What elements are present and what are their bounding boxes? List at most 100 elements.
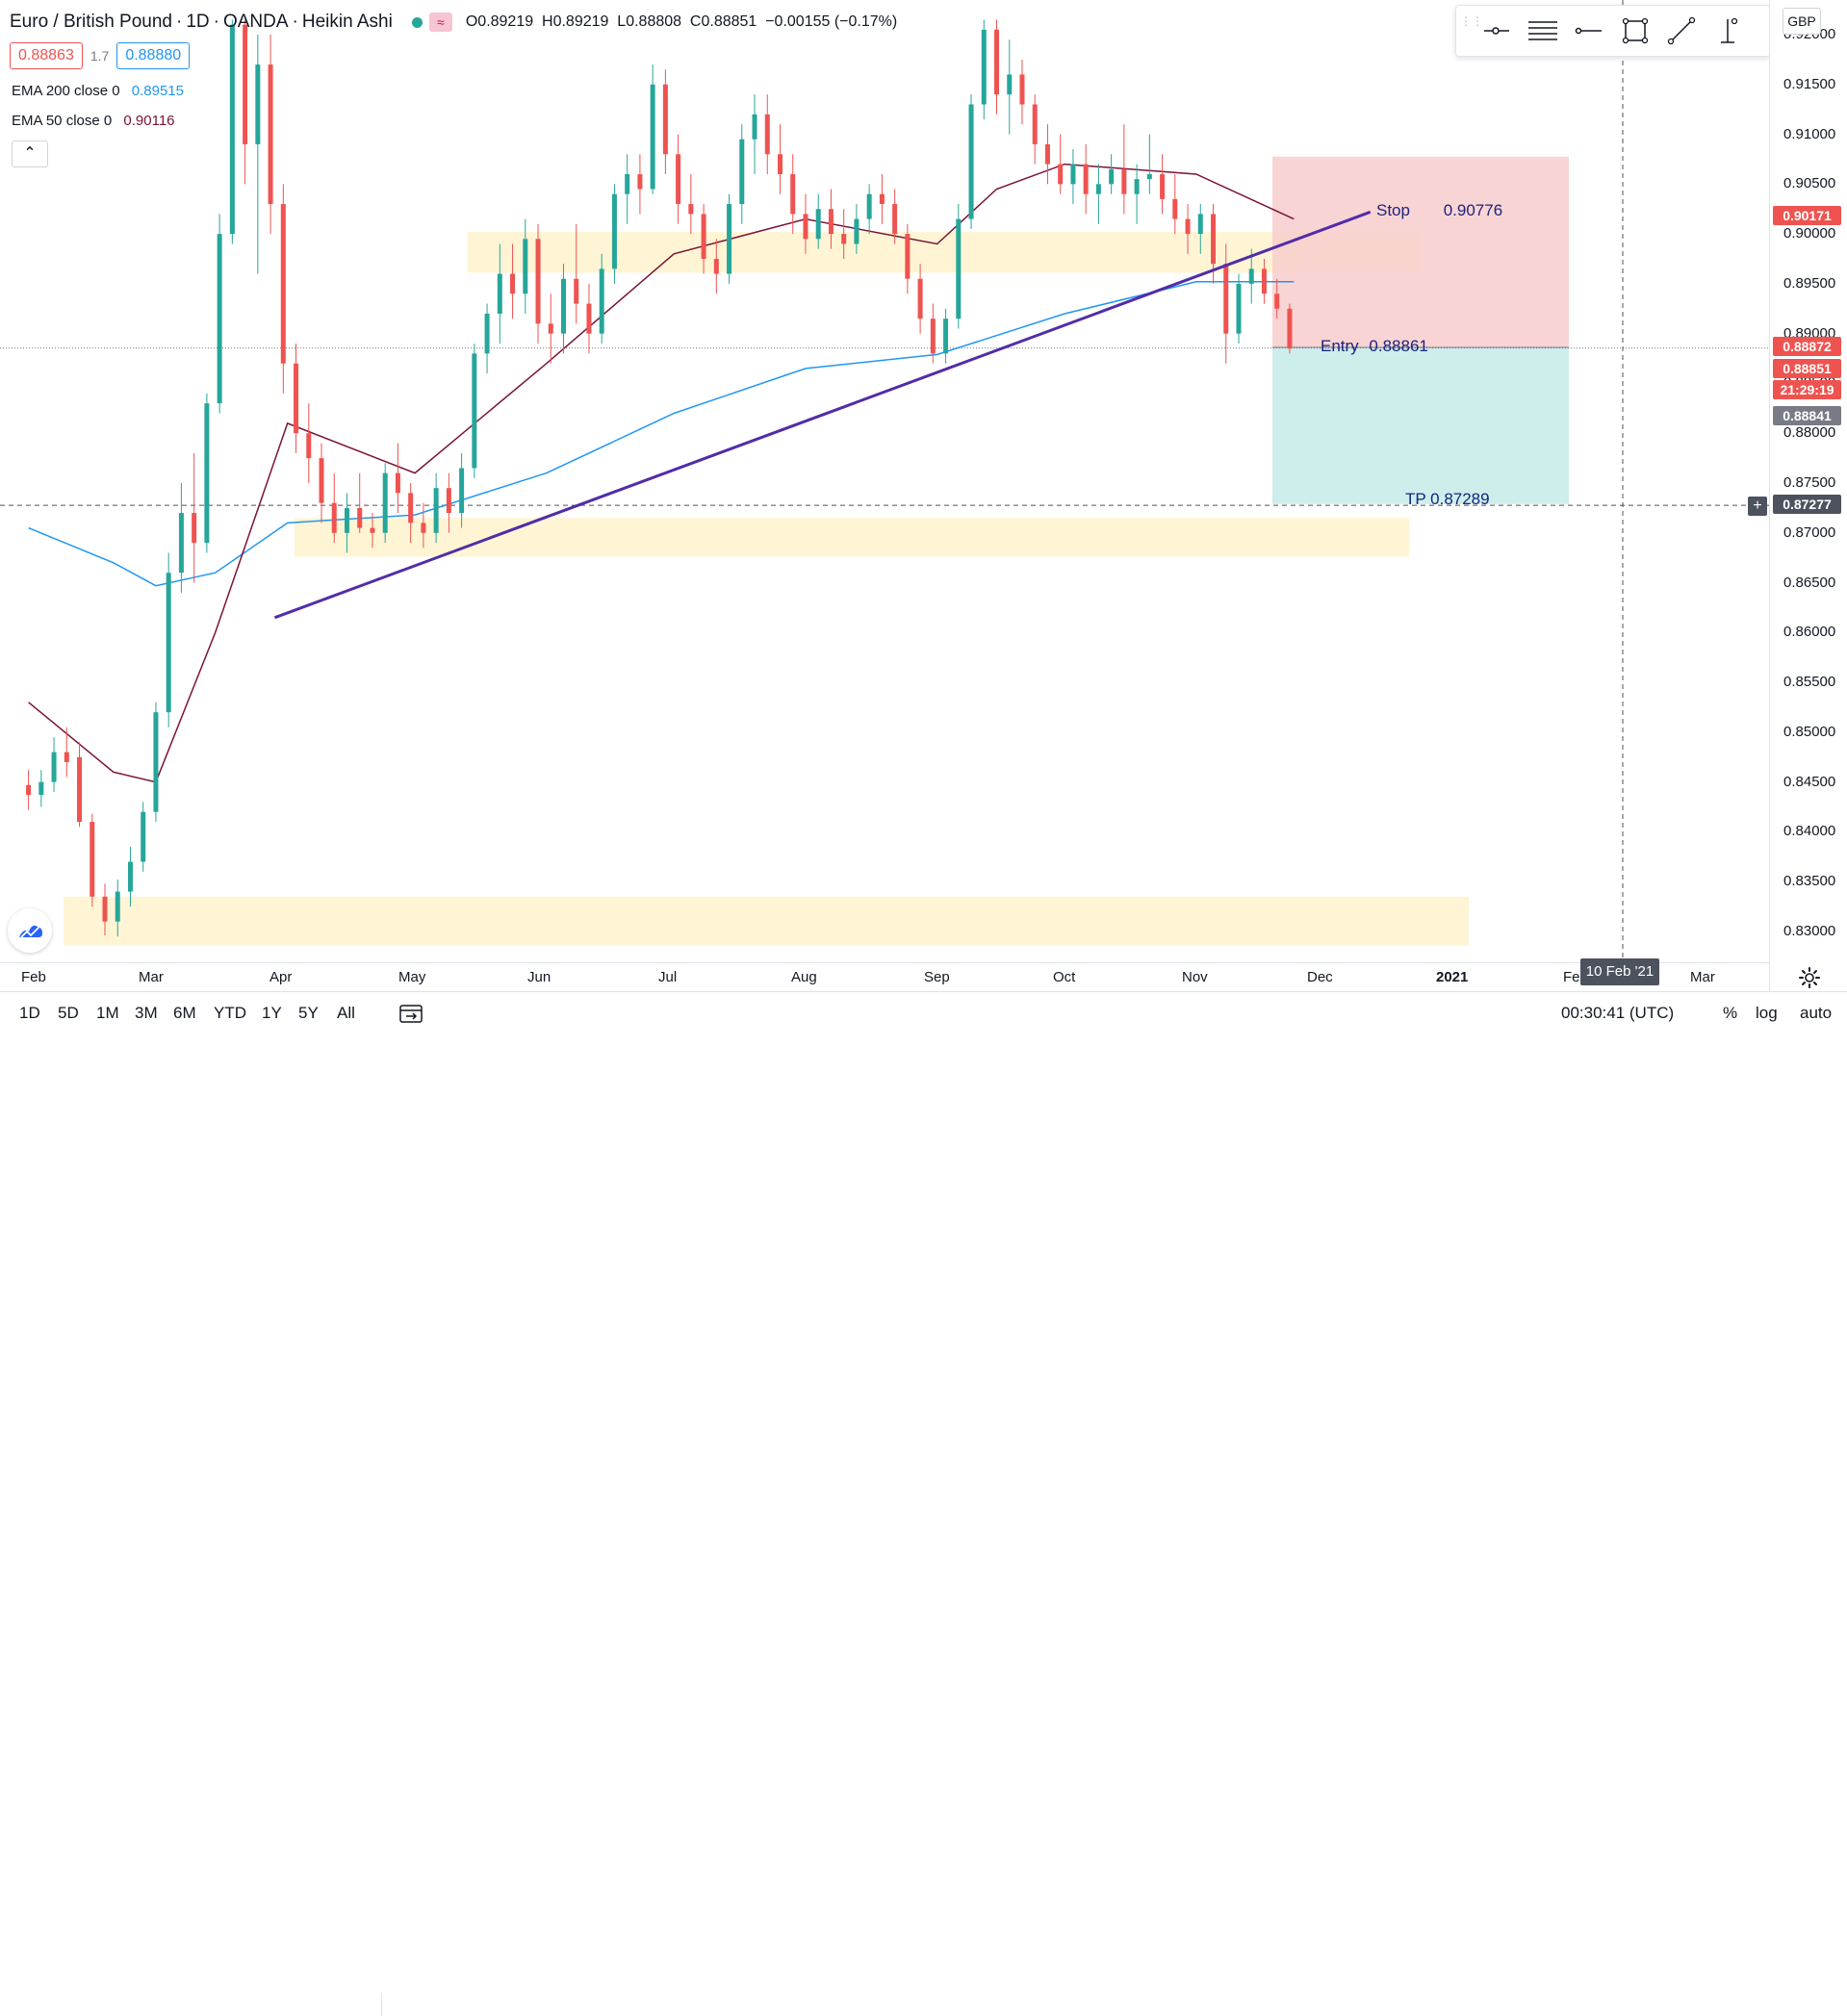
zone-rectangle[interactable] [295,518,1409,557]
candle-body[interactable] [1019,74,1025,105]
range-button-5d[interactable]: 5D [58,1004,79,1022]
candle-body[interactable] [866,193,872,219]
candle-body[interactable] [1058,164,1064,185]
candle-body[interactable] [917,278,923,319]
currency-badge[interactable]: GBP [1783,8,1821,35]
candle-body[interactable] [1274,293,1280,309]
candle-body[interactable] [548,323,553,334]
candle-body[interactable] [713,259,719,274]
candle-body[interactable] [701,214,706,259]
gear-icon[interactable] [1798,966,1821,989]
candle-body[interactable] [77,756,83,823]
candle-body[interactable] [930,319,936,354]
sell-price-button[interactable]: 0.88863 [10,42,83,69]
chart-style-label[interactable]: Heikin Ashi [301,12,393,32]
candle-body[interactable] [446,488,451,514]
candle-body[interactable] [229,24,235,235]
candle-body[interactable] [421,523,426,533]
candle-body[interactable] [484,313,490,354]
vertical-line-icon[interactable] [1705,10,1751,52]
symbol-header[interactable]: Euro / British Pound · 1D · OANDA · Heik… [10,12,898,32]
candle-body[interactable] [243,24,248,144]
chart-canvas[interactable] [0,0,1769,962]
candle-body[interactable] [1261,268,1267,294]
range-button-all[interactable]: All [337,1004,355,1022]
candle-body[interactable] [1134,179,1140,194]
candle-body[interactable] [892,204,898,235]
symbol-name[interactable]: Euro / British Pound [10,12,172,32]
ema50-legend[interactable]: EMA 50 close 0 0.90116 [12,113,175,129]
candle-body[interactable] [255,64,261,144]
candle-body[interactable] [764,114,770,155]
candle-body[interactable] [1197,214,1203,235]
percent-scale-toggle[interactable]: % [1723,1004,1738,1022]
candle-body[interactable] [178,513,184,574]
fib-levels-icon[interactable] [1520,10,1566,52]
price-axis[interactable]: 0.920000.915000.910000.905000.900000.895… [1769,0,1847,991]
time-axis[interactable]: Feb Mar Apr May Jun Jul Aug Sep Oct Nov Dec 2021 Fe M… [0,962,1769,992]
range-button-6m[interactable]: 6M [173,1004,196,1022]
candle-body[interactable] [625,173,630,194]
candle-body[interactable] [574,278,579,304]
drag-handle-icon[interactable]: ⋮⋮ [1460,14,1483,28]
candle-body[interactable] [535,239,541,324]
candle-body[interactable] [956,218,962,319]
date-range-icon[interactable] [398,1002,423,1025]
candle-body[interactable] [1070,164,1076,185]
log-scale-toggle[interactable]: log [1756,1004,1778,1022]
candle-body[interactable] [26,784,32,796]
candle-body[interactable] [1083,164,1089,194]
candle-body[interactable] [778,154,783,174]
candle-body[interactable] [64,752,69,762]
candle-body[interactable] [1007,74,1013,95]
auto-scale-toggle[interactable]: auto [1800,1004,1833,1022]
candle-body[interactable] [599,268,604,334]
candle-body[interactable] [739,139,745,205]
candle-body[interactable] [382,472,388,533]
candle-body[interactable] [408,493,414,523]
candle-body[interactable] [166,573,171,713]
range-button-ytd[interactable]: YTD [214,1004,246,1022]
candle-body[interactable] [510,273,516,294]
trend-line[interactable] [273,210,1372,620]
candle-body[interactable] [1032,104,1038,144]
take-profit-zone[interactable] [1272,347,1569,504]
candle-body[interactable] [968,104,974,219]
candle-body[interactable] [688,204,694,215]
stop-loss-zone[interactable] [1272,156,1569,348]
collapse-legend-button[interactable]: ⌃ [12,140,48,167]
candle-body[interactable] [905,234,911,279]
candle-body[interactable] [141,811,146,862]
candle-body[interactable] [370,527,375,533]
buy-price-button[interactable]: 0.88880 [116,42,191,69]
horizontal-ray-icon[interactable] [1474,10,1520,52]
candle-body[interactable] [497,273,502,314]
candle-body[interactable] [828,209,834,235]
rectangle-icon[interactable] [1612,10,1658,52]
candle-body[interactable] [319,458,324,503]
candle-body[interactable] [854,218,859,244]
candle-body[interactable] [1044,143,1050,165]
candle-body[interactable] [1211,214,1217,265]
symbol-interval[interactable]: 1D [186,12,210,32]
candle-body[interactable] [459,468,465,514]
candle-body[interactable] [803,214,808,240]
candle-body[interactable] [523,239,528,294]
ema200-legend[interactable]: EMA 200 close 0 0.89515 [12,83,184,99]
candle-body[interactable] [650,84,655,190]
candle-body[interactable] [472,353,477,469]
utc-clock[interactable]: 00:30:41 (UTC) [1561,1004,1675,1022]
range-button-1m[interactable]: 1M [96,1004,119,1022]
candle-body[interactable] [1236,283,1242,334]
candle-body[interactable] [815,209,821,240]
candle-body[interactable] [560,278,566,334]
candle-body[interactable] [102,896,108,922]
trend-line-icon[interactable] [1658,10,1705,52]
candle-body[interactable] [1095,184,1101,194]
add-alert-icon[interactable]: + [1748,497,1767,516]
candle-body[interactable] [280,204,286,364]
range-button-5y[interactable]: 5Y [298,1004,319,1022]
candle-body[interactable] [395,472,400,494]
candle-body[interactable] [727,204,732,274]
candle-body[interactable] [1160,173,1166,199]
